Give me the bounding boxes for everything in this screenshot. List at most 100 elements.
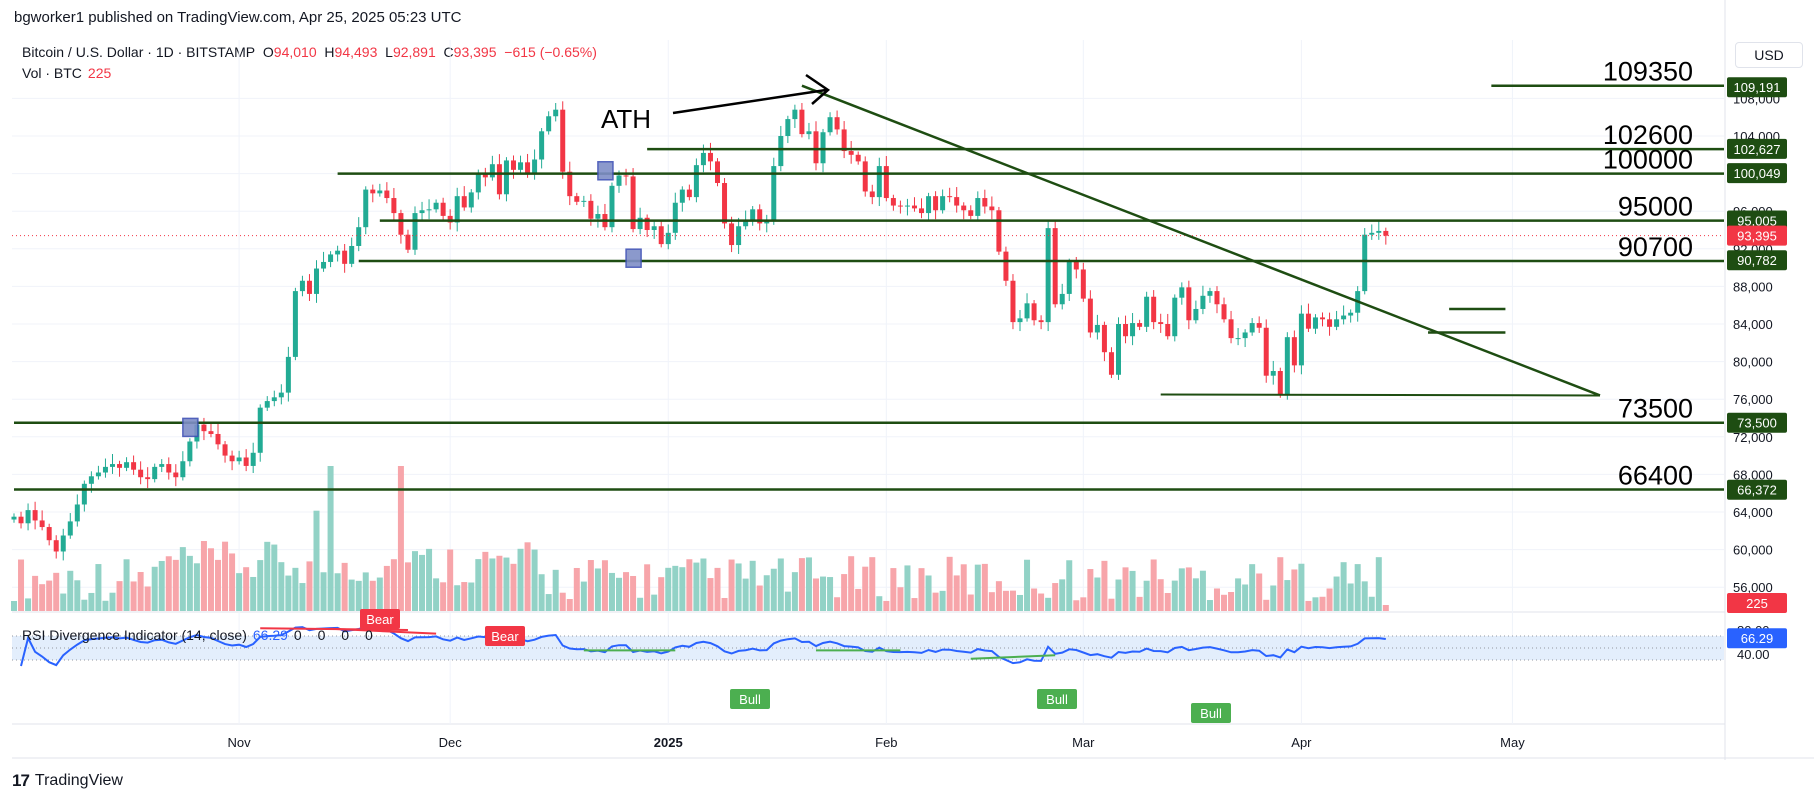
volume-bar [419,554,426,611]
volume-bar [700,558,707,611]
candle-body [187,441,193,462]
volume-bar [777,558,784,611]
volume-bar [827,577,834,611]
candle-body [989,206,995,211]
candle-body [1003,251,1009,281]
price-tag [1727,77,1787,98]
volume-bar [939,590,946,611]
candle-body [1094,324,1100,333]
level-annotation: 100000 [1603,145,1693,175]
volume-bar [552,569,559,611]
candle-body [1165,324,1171,337]
price-tag-label: 90,782 [1737,253,1777,268]
candle-body [166,464,172,473]
price-tag [1727,250,1787,271]
volume-bar [39,584,46,611]
volume-bar [193,563,200,611]
rsi-legend[interactable]: RSI Divergence Indicator (14, close) 66.2… [22,627,379,643]
volume-bar [179,547,186,611]
price-tag [1727,163,1787,184]
volume-bar [1136,596,1143,611]
candle-body [588,200,594,219]
candle-body [328,254,334,262]
volume-bar [130,581,137,611]
volume-legend[interactable]: Vol · BTC 225 [22,65,111,81]
volume-bar [341,562,348,611]
candle-body [961,205,967,211]
signal-label: Bull [1046,692,1068,707]
volume-bar [1375,557,1382,611]
volume-bar [960,564,967,611]
volume-bar [95,564,102,611]
volume-bar [1150,559,1157,611]
candle-body [1376,230,1382,233]
volume-bar [334,573,341,611]
candle-body [271,397,277,402]
volume-bar [1115,579,1122,611]
level-annotation: 102600 [1603,120,1693,150]
volume-bar [186,555,193,611]
volume-bar [320,572,327,611]
candle-body [841,129,847,152]
tradingview-brand[interactable]: 17 TradingView [12,771,123,791]
y-tick-label: 60,000 [1733,543,1773,558]
candle-body [1024,303,1030,319]
candle-body [292,291,298,357]
candle-body [644,217,650,230]
volume-bar [531,549,538,611]
candle-body [299,280,305,292]
candle-body [947,196,953,198]
volume-bar [566,599,573,611]
candle-body [81,483,87,505]
rsi-zeros: 0 0 0 0 [293,627,379,643]
candle-body [1207,291,1213,296]
volume-bar [383,565,390,611]
volume-bar [1045,597,1052,611]
candle-body [672,202,678,233]
volume-bar [137,572,144,611]
volume-bar [1228,592,1235,611]
price-tag-label: 95,005 [1737,214,1777,229]
volume-bar [1242,584,1249,611]
candle-body [560,109,566,172]
rsi-label: RSI Divergence Indicator (14, close) [22,627,247,643]
candle-body [827,117,833,133]
candle-body [911,205,917,209]
brand-name: TradingView [34,772,123,789]
volume-bar [1178,568,1185,611]
volume-bar [1017,594,1024,611]
rsi-value-tag [1727,628,1787,649]
candle-body [722,183,728,224]
candle-body [152,466,158,480]
candle-body [609,185,615,228]
volume-bar [756,585,763,611]
symbol-legend[interactable]: Bitcoin / U.S. Dollar · 1D · BITSTAMP O9… [22,44,597,60]
pattern-marker [597,161,614,181]
candle-body [834,117,840,130]
candle-body [180,461,186,478]
volume-bar [1171,580,1178,611]
candle-body [173,472,179,478]
currency-selector[interactable]: USD [1735,42,1803,68]
ath-label: ATH [601,104,651,134]
signal-label: Bull [1200,706,1222,721]
candle-body [518,162,524,170]
candle-body [806,131,812,135]
high-label: H [324,44,335,60]
candle-body [222,444,228,456]
volume-bar [883,600,890,611]
volume-bar [158,560,165,611]
volume-bar [820,576,827,611]
volume-bar [109,592,116,611]
volume-bar [749,560,756,611]
volume-bar [299,583,306,611]
candle-body [1130,323,1136,337]
candle-body [764,221,770,224]
candle-body [848,151,854,155]
candle-body [503,160,509,195]
candle-body [370,189,376,194]
volume-bar [285,575,292,611]
volume-bar [1031,588,1038,611]
support-line [1160,393,1601,397]
